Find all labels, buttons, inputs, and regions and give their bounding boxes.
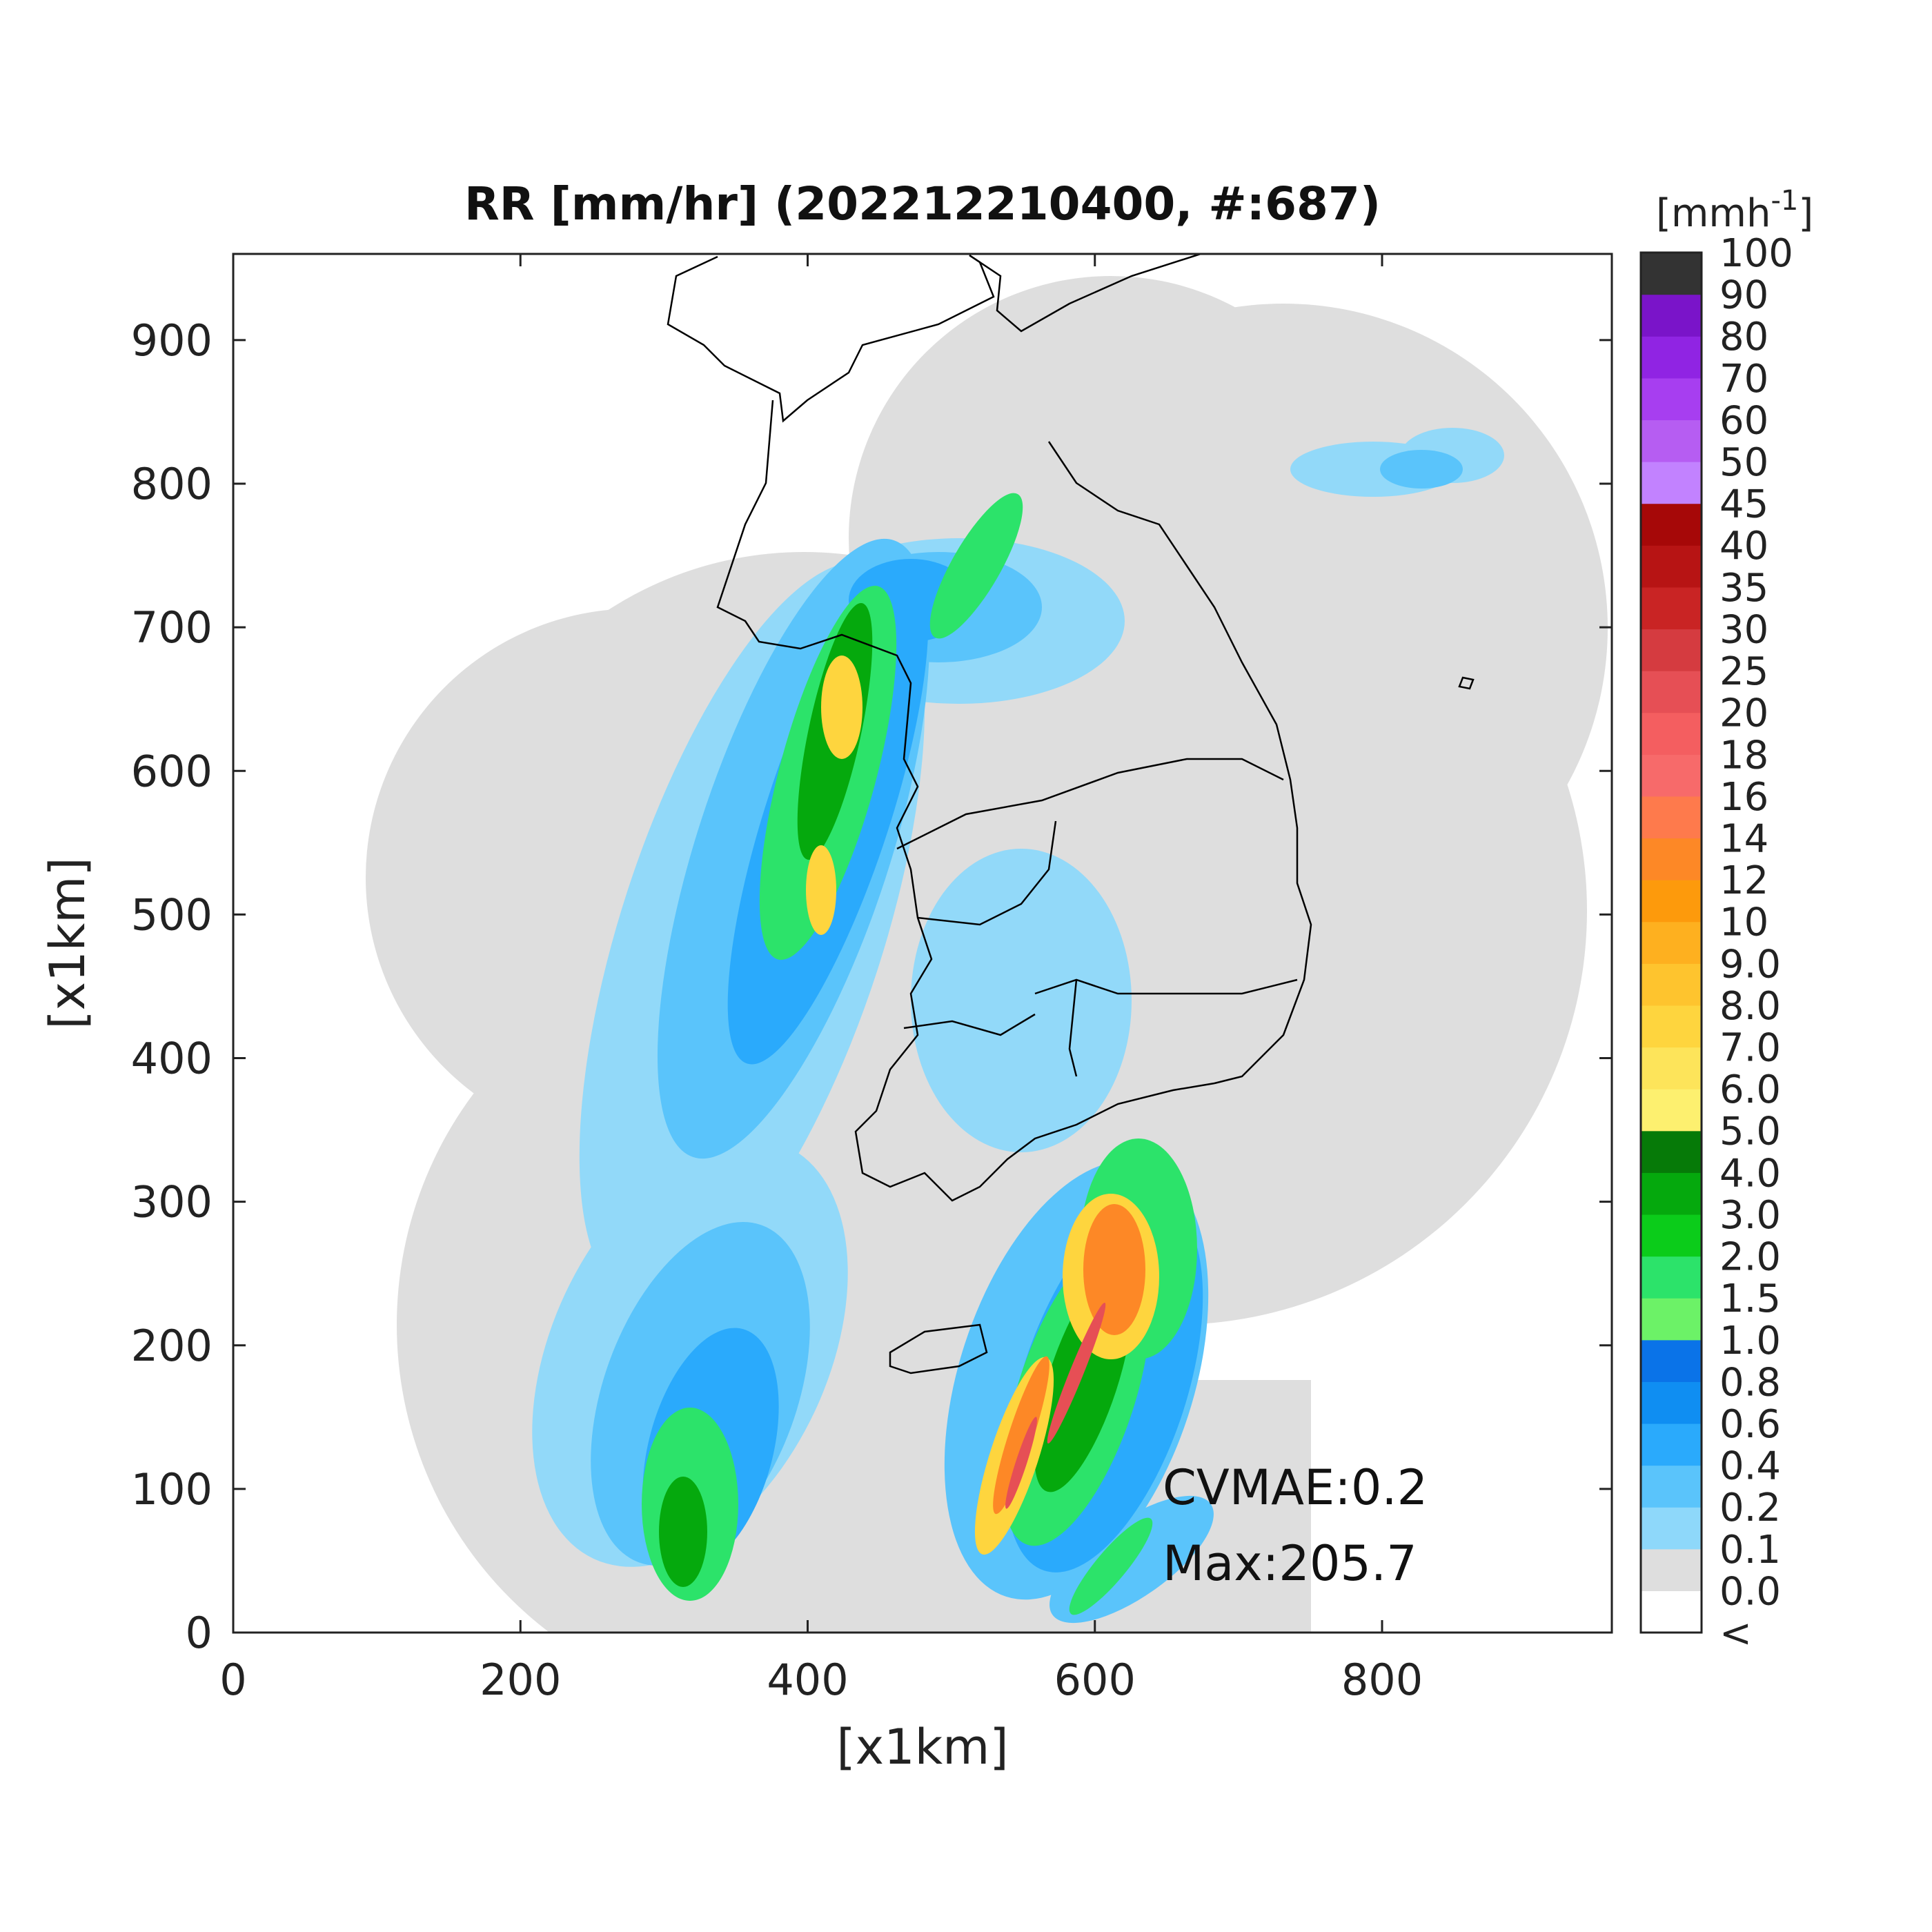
x-tick-label: 200 xyxy=(480,1655,561,1705)
colorbar-label: 4.0 xyxy=(1719,1151,1781,1196)
y-tick-label: 0 xyxy=(186,1608,213,1658)
colorbar-swatch xyxy=(1641,1047,1702,1090)
colorbar-swatch xyxy=(1641,1423,1702,1466)
max-annotation: Max:205.7 xyxy=(1163,1535,1417,1592)
colorbar-label: 80 xyxy=(1719,315,1768,359)
colorbar-label: 7.0 xyxy=(1719,1026,1781,1071)
chart-title: RR [mm/hr] (202212210400, #:687) xyxy=(464,177,1381,230)
colorbar-swatch xyxy=(1641,1005,1702,1048)
coastline xyxy=(667,254,1475,1374)
colorbar-label: 18 xyxy=(1719,733,1768,778)
colorbar-swatch xyxy=(1641,336,1702,379)
colorbar-swatch xyxy=(1641,880,1702,923)
y-tick-label: 400 xyxy=(131,1034,213,1084)
colorbar-swatch xyxy=(1641,503,1702,546)
colorbar-swatch xyxy=(1641,796,1702,839)
colorbar-label: 0.4 xyxy=(1719,1444,1781,1489)
x-axis-label: [x1km] xyxy=(836,1719,1008,1775)
colorbar-label: 45 xyxy=(1719,482,1768,527)
colorbar-label: 2.0 xyxy=(1719,1235,1781,1280)
colorbar-label: 40 xyxy=(1719,524,1768,569)
y-tick-label: 600 xyxy=(131,746,213,796)
y-tick-label: 200 xyxy=(131,1321,213,1371)
colorbar-label: 16 xyxy=(1719,775,1768,820)
colorbar-label: 14 xyxy=(1719,816,1768,861)
cvmae-annotation: CVMAE:0.2 xyxy=(1163,1459,1428,1516)
colorbar-label: 1.5 xyxy=(1719,1276,1781,1321)
colorbar-label: 1.0 xyxy=(1719,1319,1781,1363)
colorbar-swatch xyxy=(1641,1507,1702,1550)
colorbar-swatch xyxy=(1641,1548,1702,1591)
colorbar-swatch xyxy=(1641,838,1702,880)
x-tick-label: 600 xyxy=(1054,1655,1136,1705)
colorbar-swatch xyxy=(1641,294,1702,337)
colorbar-label: 0.0 xyxy=(1719,1569,1781,1614)
colorbar-label: 60 xyxy=(1719,398,1768,443)
colorbar-label: 70 xyxy=(1719,357,1768,402)
colorbar-swatch xyxy=(1641,586,1702,630)
colorbar-label: 9.0 xyxy=(1719,942,1781,987)
colorbar-swatch xyxy=(1641,963,1702,1006)
x-axis: 0 200 400 600 800 xyxy=(219,254,1423,1705)
y-tick-label: 500 xyxy=(131,889,213,940)
colorbar-swatch xyxy=(1641,253,1702,295)
colorbar-swatch xyxy=(1641,420,1702,462)
colorbar-frame xyxy=(1639,251,1703,1634)
colorbar-label: 35 xyxy=(1719,566,1768,611)
colorbar-label: 5.0 xyxy=(1719,1110,1781,1154)
colorbar-label: 25 xyxy=(1719,649,1768,694)
rain-14 xyxy=(993,1204,1145,1515)
colorbar-label: 100 xyxy=(1719,231,1793,276)
colorbar-label: 0.2 xyxy=(1719,1486,1781,1530)
colorbar-swatch xyxy=(1641,1590,1702,1633)
colorbar-label: 0.6 xyxy=(1719,1402,1781,1447)
colorbar-swatch xyxy=(1641,1465,1702,1508)
plot-area: 0 200 400 600 800 0 100 200 300 400 500 600 700 800 9… xyxy=(131,253,1613,1705)
y-axis-label: [x1km] xyxy=(39,857,96,1029)
colorbar-label: 90 xyxy=(1719,273,1768,318)
y-tick-label: 800 xyxy=(131,459,213,509)
colorbar-label: 20 xyxy=(1719,691,1768,736)
colorbar-label: 3.0 xyxy=(1719,1193,1781,1238)
colorbar-label: 0.8 xyxy=(1719,1360,1781,1405)
colorbar-swatch xyxy=(1641,1130,1702,1173)
colorbar: [mmh-1] <0.00.10.20.40.60.81.01.52.03.04… xyxy=(1639,185,1813,1656)
colorbar-label: 12 xyxy=(1719,858,1768,903)
y-tick-label: 700 xyxy=(131,602,213,653)
x-tick-label: 0 xyxy=(219,1655,246,1705)
colorbar-label: 6.0 xyxy=(1719,1067,1781,1112)
x-tick-label: 800 xyxy=(1341,1655,1423,1705)
y-tick-label: 100 xyxy=(131,1464,213,1515)
colorbar-swatch xyxy=(1641,1089,1702,1132)
colorbar-swatch xyxy=(1641,1172,1702,1215)
colorbar-label: 0.1 xyxy=(1719,1528,1781,1573)
plot-frame xyxy=(232,253,1613,1634)
colorbar-swatch xyxy=(1641,545,1702,588)
y-tick-label: 300 xyxy=(131,1177,213,1228)
colorbar-swatch xyxy=(1641,671,1702,713)
colorbar-label: 8.0 xyxy=(1719,984,1781,1029)
colorbar-swatch xyxy=(1641,1339,1702,1382)
colorbar-swatch xyxy=(1641,377,1702,421)
colorbar-swatch xyxy=(1641,629,1702,671)
colorbar-label: 50 xyxy=(1719,440,1768,485)
colorbar-unit: [mmh-1] xyxy=(1656,185,1813,236)
colorbar-label: 10 xyxy=(1719,900,1768,945)
rain-25 xyxy=(1005,1302,1106,1509)
colorbar-swatch xyxy=(1641,1214,1702,1257)
colorbar-swatch xyxy=(1641,1381,1702,1424)
colorbar-swatch xyxy=(1641,1256,1702,1299)
colorbar-swatch xyxy=(1641,921,1702,964)
y-axis: 0 100 200 300 400 500 600 700 800 900 xyxy=(131,315,1612,1658)
colorbar-swatch xyxy=(1641,462,1702,504)
x-tick-label: 400 xyxy=(767,1655,848,1705)
colorbar-label: < xyxy=(1719,1611,1752,1656)
y-tick-label: 900 xyxy=(131,315,213,366)
radar-field xyxy=(366,276,1608,1633)
colorbar-swatch xyxy=(1641,754,1702,797)
colorbar-swatch xyxy=(1641,1298,1702,1341)
colorbar-swatch xyxy=(1641,712,1702,755)
colorbar-label: 30 xyxy=(1719,607,1768,652)
